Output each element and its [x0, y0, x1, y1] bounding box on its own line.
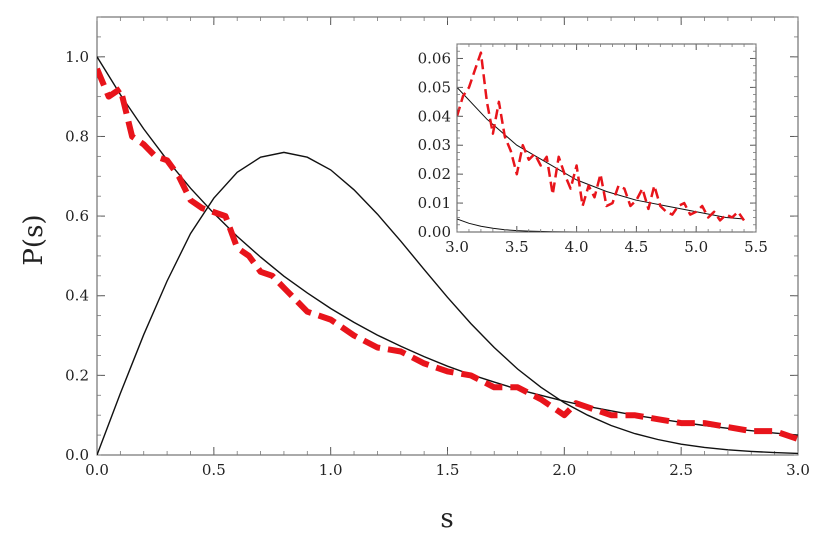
main-series-1-black-line	[97, 151, 798, 455]
inset-y-tick-label: 0.00	[418, 223, 451, 241]
main-y-tick-label: 0.8	[65, 127, 89, 145]
inset-x-tick-label: 5.5	[744, 238, 768, 256]
main-y-tick-label: 0.2	[65, 366, 89, 384]
inset-y-tick-label: 0.05	[418, 78, 451, 96]
main-series-group	[97, 56, 798, 455]
main-y-tick-label: 0.0	[65, 446, 89, 464]
inset-series-0-black-line	[457, 87, 745, 220]
main-x-tick-label: 2.5	[669, 461, 693, 479]
inset-y-tick-label: 0.06	[418, 49, 451, 67]
main-series-2-red-dashed-line	[97, 67, 798, 442]
inset-y-tick-label: 0.04	[418, 107, 451, 125]
inset-axis-ticks: 3.0 3.5 4.0 4.5 5.0 5.5 0.00 0.01 0.02 0.03 0.04 0.…	[418, 43, 768, 256]
x-axis-label: s	[440, 504, 453, 534]
inset-series-group	[457, 51, 746, 232]
inset-background	[457, 44, 756, 232]
inset-y-tick-label: 0.01	[418, 194, 451, 212]
inset-y-tick-label: 0.03	[418, 136, 451, 154]
main-x-tick-label: 0.5	[202, 461, 226, 479]
y-axis-label: P(s)	[19, 214, 49, 265]
inset-x-tick-label: 4.0	[565, 238, 589, 256]
inset-series-2-red-dashed-line	[457, 51, 746, 222]
inset-x-tick-label: 5.0	[684, 238, 708, 256]
main-y-tick-label: 0.4	[65, 287, 89, 305]
inset-y-tick-label: 0.02	[418, 165, 451, 183]
main-x-tick-label: 0.0	[85, 461, 109, 479]
inset-x-tick-label: 4.5	[624, 238, 648, 256]
inset-x-tick-label: 3.5	[505, 238, 529, 256]
main-x-tick-label: 3.0	[786, 461, 810, 479]
main-y-tick-label: 0.6	[65, 207, 89, 225]
inset-x-tick-label: 3.0	[445, 238, 469, 256]
main-x-tick-label: 2.0	[552, 461, 576, 479]
main-axis-ticks: 0.0 0.5 1.0 1.5 2.0 2.5 3.0 0.0 0.2 0.4 0.6 0.8 1.0	[65, 16, 810, 479]
main-x-tick-label: 1.0	[319, 461, 343, 479]
main-x-tick-label: 1.5	[436, 461, 460, 479]
main-y-tick-label: 1.0	[65, 48, 89, 66]
inset-series-1-black-line	[457, 218, 744, 232]
